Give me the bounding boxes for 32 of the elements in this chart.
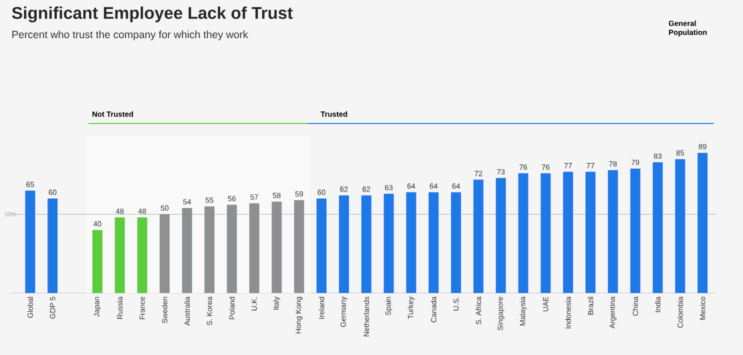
bar [675, 159, 686, 293]
bar [338, 195, 349, 293]
bar [272, 202, 282, 293]
bar [496, 178, 506, 293]
bar [137, 217, 148, 293]
bar [428, 192, 439, 293]
chart-title: Significant Employee Lack of Trust [12, 6, 293, 22]
bar [204, 206, 214, 293]
bar [182, 208, 192, 293]
bar [563, 172, 574, 293]
bar [630, 168, 640, 293]
bar [698, 152, 708, 293]
bar [48, 198, 58, 293]
bar [518, 173, 528, 293]
bar [384, 194, 394, 293]
bar [473, 180, 484, 293]
bar [226, 204, 237, 293]
bar [608, 170, 618, 293]
bar [406, 192, 416, 293]
bar [92, 230, 102, 293]
bar [540, 173, 551, 293]
bar [25, 190, 36, 293]
bar [160, 214, 170, 293]
bar [316, 198, 327, 293]
bar [652, 162, 663, 293]
bar [249, 203, 260, 293]
bar [114, 217, 125, 293]
chart-subtitle: Percent who trust the company for which they work [12, 30, 248, 40]
bar [451, 192, 462, 293]
bar [294, 200, 304, 293]
bar [361, 195, 372, 293]
bar [585, 172, 596, 293]
